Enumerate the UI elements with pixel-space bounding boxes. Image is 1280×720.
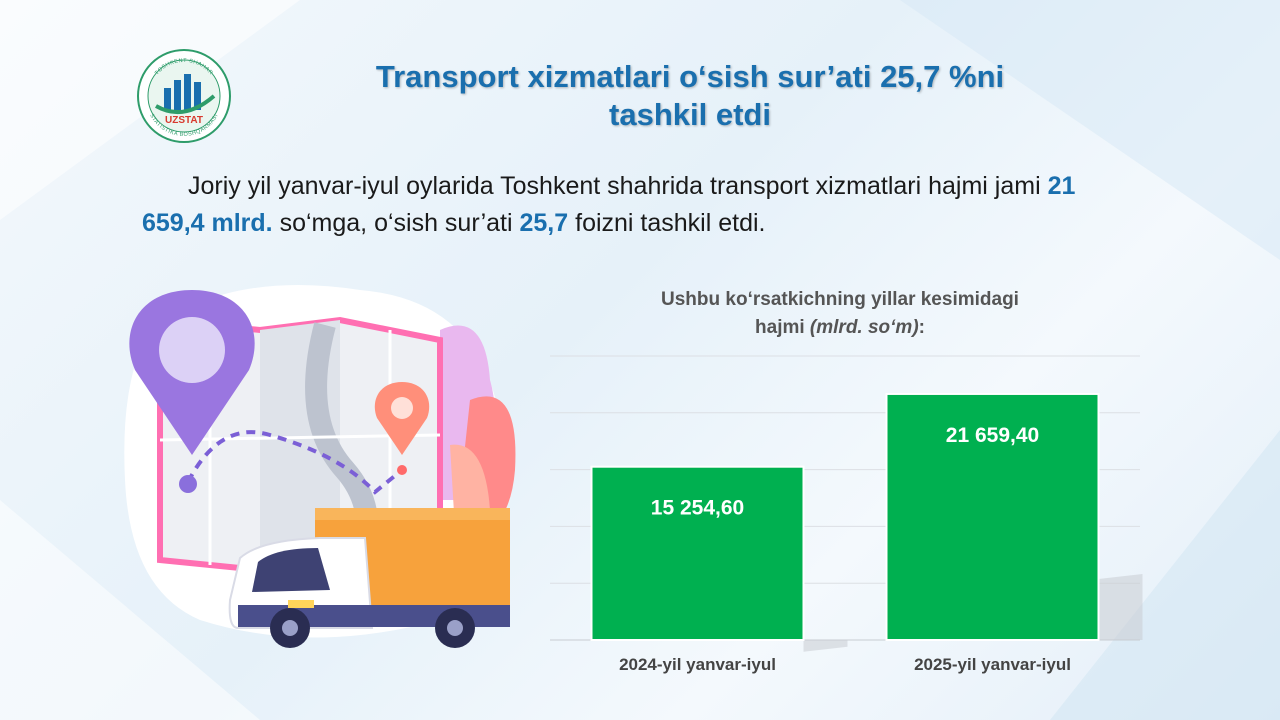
bar-value-label: 21 659,40 [946,424,1039,447]
chart-title: Ushbu ko‘rsatkichning yillar kesimidagi … [560,286,1120,342]
category-label: 2025-yil yanvar-iyul [914,655,1071,674]
page-title: Transport xizmatlari o‘sish sur’ati 25,7… [260,58,1120,134]
title-line-2: tashkil etdi [609,97,771,132]
intro-text-1: Joriy yil yanvar-iyul oylarida Toshkent … [188,172,1048,200]
delivery-truck-icon [228,508,510,648]
chart-unit-suffix: : [918,317,925,338]
bar-shadow [1098,573,1143,640]
intro-text-2: so‘mga, o‘sish sur’ati [272,209,520,237]
bar-1 [590,465,805,641]
intro-text-3: foizni tashkil etdi. [568,209,766,237]
route-line [186,430,404,495]
location-pin-icon [129,290,255,455]
small-pin-icon [374,382,430,455]
transport-illustration [124,285,516,648]
category-label: 2024-yil yanvar-iyul [619,655,776,674]
bar-2 [885,392,1100,641]
intro-paragraph: Joriy yil yanvar-iyul oylarida Toshkent … [142,168,1142,242]
logo-text: UZSTAT [165,115,203,126]
chart-title-line-1: Ushbu ko‘rsatkichning yillar kesimidagi [661,289,1019,310]
title-line-1: Transport xizmatlari o‘sish sur’ati 25,7… [375,59,1005,94]
intro-amount: 21 659,4 mlrd. [142,172,1076,237]
chart-title-line-2: hajmi [755,317,810,338]
uzstat-logo: UZSTAT TOSHKENT SHAHAR STATISTIKA BOSHQA… [137,49,231,143]
bar-value-label: 15 254,60 [651,497,744,520]
chart-unit: (mlrd. so‘m) [809,317,919,338]
bar-shadow [803,640,848,652]
intro-rate: 25,7 [519,209,569,237]
